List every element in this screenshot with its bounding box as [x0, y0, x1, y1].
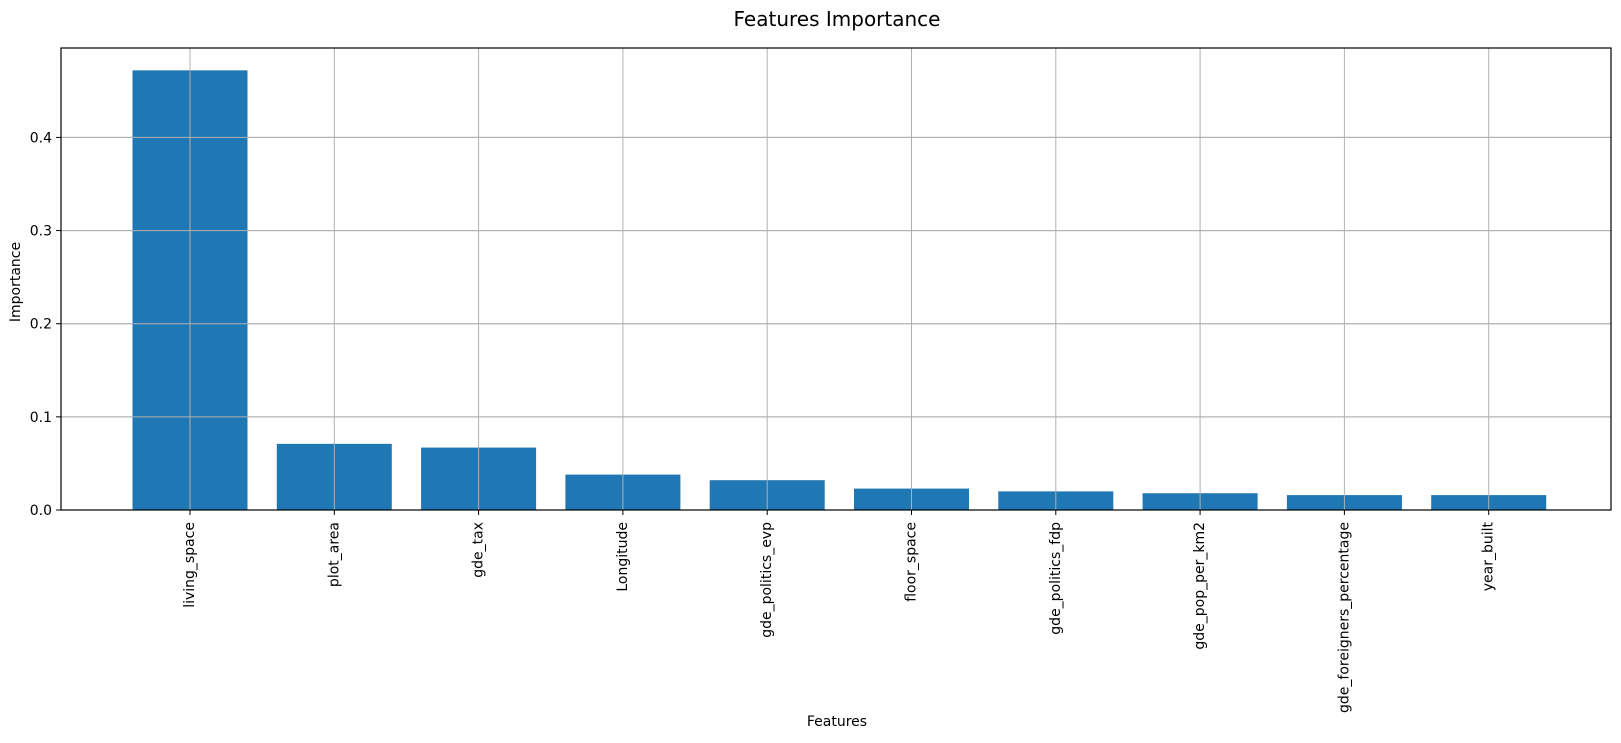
x-tick-label: gde_foreigners_percentage	[1336, 522, 1352, 713]
chart-title: Features Importance	[734, 7, 941, 31]
y-tick-label: 0.3	[30, 224, 52, 240]
x-tick-label: Longitude	[615, 522, 631, 592]
x-axis: living_space plot_area gde_tax Longitude gde…	[182, 510, 1497, 713]
y-axis: 0.0 0.1 0.2 0.3 0.4	[30, 130, 61, 519]
y-tick-label: 0.2	[30, 317, 52, 333]
x-tick-label: gde_pop_per_km2	[1192, 522, 1208, 650]
x-axis-label: Features	[807, 714, 867, 730]
x-tick-label: floor_space	[904, 522, 920, 602]
x-tick-label: gde_politics_fdp	[1048, 522, 1064, 635]
x-tick-label: year_built	[1481, 521, 1497, 591]
plot-frame	[60, 47, 1612, 511]
x-tick-label: gde_politics_evp	[759, 522, 775, 638]
x-tick-label: gde_tax	[471, 522, 487, 578]
x-tick-label: living_space	[182, 522, 198, 608]
y-tick-label: 0.0	[30, 503, 52, 519]
y-tick-label: 0.1	[30, 410, 52, 426]
y-axis-label: Importance	[8, 242, 24, 322]
y-tick-label: 0.4	[30, 130, 52, 146]
x-tick-label: plot_area	[326, 522, 342, 587]
